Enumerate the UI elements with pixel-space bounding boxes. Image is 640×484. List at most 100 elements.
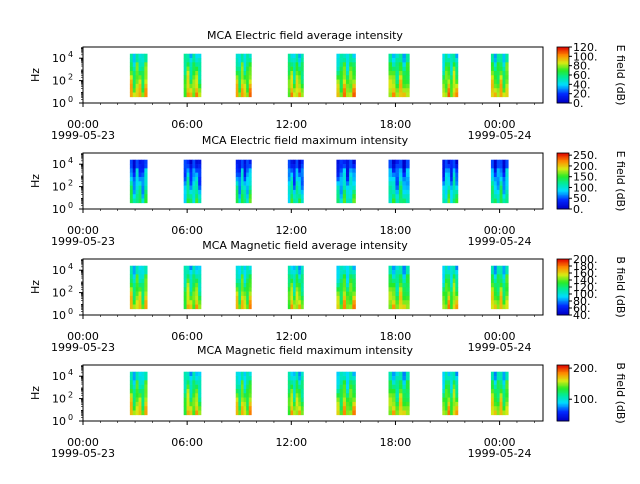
spectrogram-cell — [450, 185, 454, 191]
y-tick-exponent: 2 — [68, 179, 73, 188]
spectrogram-cell — [195, 198, 199, 204]
spectrogram-cell — [287, 291, 291, 297]
spectrogram-cell — [293, 397, 296, 403]
spectrogram-cell — [300, 282, 304, 288]
spectrogram-cell — [287, 159, 291, 165]
spectrogram-cell — [243, 168, 247, 173]
spectrogram-cell — [450, 88, 454, 93]
spectrogram-cell — [493, 393, 498, 398]
spectrogram-cell — [442, 304, 446, 310]
spectrogram-cell — [135, 380, 139, 385]
spectrogram-cell — [455, 274, 459, 279]
spectrogram-cell — [246, 300, 250, 305]
spectrogram-cell — [138, 270, 142, 275]
spectrogram-cell — [339, 83, 344, 89]
spectrogram-cell — [395, 79, 400, 85]
spectrogram-cell — [450, 62, 454, 67]
spectrogram-cell — [455, 270, 459, 275]
spectrogram-cell — [450, 53, 454, 59]
spectrogram-cell — [290, 291, 294, 297]
spectrogram-cell — [388, 75, 393, 80]
spectrogram-cell — [290, 304, 294, 310]
spectrogram-cell — [444, 189, 448, 195]
spectrogram-cell — [352, 265, 356, 271]
x-tick-label: 18:00 — [380, 330, 412, 343]
spectrogram-cell — [141, 397, 145, 403]
spectrogram-cell — [300, 70, 304, 76]
spectrogram-cell — [499, 265, 503, 271]
spectrogram-cell — [246, 176, 250, 182]
spectrogram-cell — [490, 92, 495, 98]
spectrogram-cell — [287, 176, 291, 182]
spectrogram-cell — [287, 88, 291, 93]
spectrogram-cell — [189, 189, 193, 195]
spectrogram-cell — [195, 397, 199, 403]
spectrogram-cell — [336, 397, 340, 403]
spectrogram-cell — [290, 393, 294, 398]
spectrogram-cell — [447, 185, 451, 191]
spectrogram-cell — [246, 406, 250, 411]
spectrogram-cell — [442, 75, 446, 80]
spectrogram-cell — [235, 62, 239, 67]
spectrogram-cell — [295, 83, 299, 89]
spectrogram-cell — [132, 397, 136, 403]
spectrogram-cell — [388, 291, 393, 297]
spectrogram-cell — [192, 410, 196, 416]
spectrogram-cell — [238, 376, 242, 381]
spectrogram-cell — [502, 62, 506, 67]
spectrogram-cell — [499, 189, 503, 195]
x-tick-label: 18:00 — [380, 436, 412, 449]
spectrogram-cell — [402, 164, 407, 169]
spectrogram-cell — [238, 159, 242, 165]
spectrogram-cell — [455, 66, 459, 72]
spectrogram-cell — [243, 198, 247, 204]
spectrogram-cell — [442, 274, 446, 279]
spectrogram-cell — [298, 176, 302, 182]
spectrogram-cell — [493, 397, 498, 403]
spectrogram-cell — [444, 393, 448, 398]
colorbar-tick-label: 150. — [573, 171, 598, 184]
spectrogram-cell — [352, 278, 356, 284]
spectrogram-cell — [186, 304, 190, 310]
spectrogram-cell — [129, 181, 134, 186]
spectrogram-cell — [195, 62, 199, 67]
spectrogram-cell — [452, 371, 456, 377]
spectrogram-cell — [293, 274, 296, 279]
spectrogram-cell — [391, 278, 396, 284]
spectrogram-cell — [298, 282, 302, 288]
spectrogram-cell — [138, 168, 142, 173]
spectrogram-cell — [183, 58, 187, 63]
spectrogram-cell — [455, 401, 459, 407]
spectrogram-cell — [293, 300, 296, 305]
spectrogram-cell — [189, 185, 193, 191]
spectrogram-cell — [395, 88, 400, 93]
spectrogram-cell — [235, 287, 239, 292]
spectrogram-cell — [144, 75, 148, 80]
spectrogram-cell — [300, 278, 304, 284]
spectrogram-cell — [287, 189, 291, 195]
spectrogram-cell — [402, 384, 407, 390]
spectrogram-cell — [405, 406, 410, 411]
spectrogram-cell — [240, 172, 244, 178]
spectrogram-cell — [287, 401, 291, 407]
spectrogram-cell — [505, 70, 509, 76]
spectrogram-cell — [490, 291, 495, 297]
spectrogram-cell — [447, 371, 451, 377]
spectrogram-cell — [293, 376, 296, 381]
spectrogram-cell — [132, 70, 136, 76]
spectrogram-cell — [248, 159, 252, 165]
spectrogram-cell — [405, 265, 410, 271]
spectrogram-cell — [405, 380, 410, 385]
spectrogram-cell — [447, 181, 451, 186]
spectrogram-cell — [391, 194, 396, 199]
spectrogram-cell — [300, 401, 304, 407]
y-tick-base: 10 — [52, 309, 66, 322]
spectrogram-cell — [499, 300, 503, 305]
spectrogram-cell — [395, 83, 400, 89]
spectrogram-cell — [235, 198, 239, 204]
spectrogram-cell — [496, 92, 500, 98]
spectrogram-cell — [198, 159, 202, 165]
spectrogram-cell — [342, 79, 347, 85]
spectrogram-cell — [398, 168, 403, 173]
spectrogram-cell — [455, 282, 459, 288]
